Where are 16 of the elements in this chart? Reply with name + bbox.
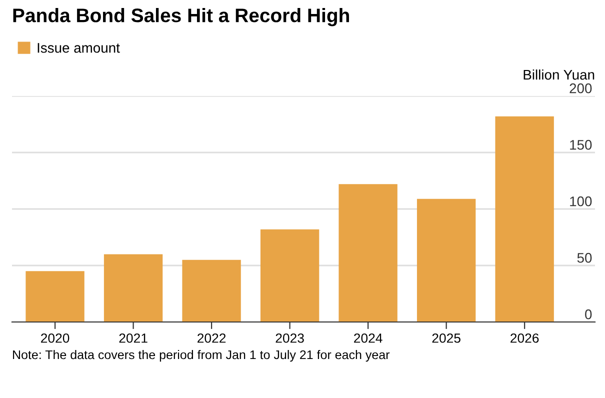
text: Note: The data covers the period from Jan 1 to July 21 for each year <box>13 350 390 362</box>
y-tick-label: 50 <box>577 252 592 263</box>
y-tick-label: 0 <box>585 309 592 320</box>
x-tick-label: 2020 <box>41 333 70 343</box>
x-tick-label: 2023 <box>276 333 304 343</box>
y-tick-label: 100 <box>570 196 592 206</box>
x-tick-label: 2026 <box>510 333 539 343</box>
x-tick-label: 2022 <box>198 333 226 343</box>
x-tick-label: 2025 <box>432 333 460 343</box>
y-tick-label: 200 <box>570 83 592 94</box>
y-axis-title: Billion Yuan <box>524 69 594 80</box>
x-tick-label: 2024 <box>354 333 382 343</box>
y-tick-label: 150 <box>570 140 592 150</box>
x-tick-label: 2021 <box>119 333 148 343</box>
legend-label: Issue amount <box>38 43 120 53</box>
chart-title: Panda Bond Sales Hit a Record High <box>13 8 349 26</box>
